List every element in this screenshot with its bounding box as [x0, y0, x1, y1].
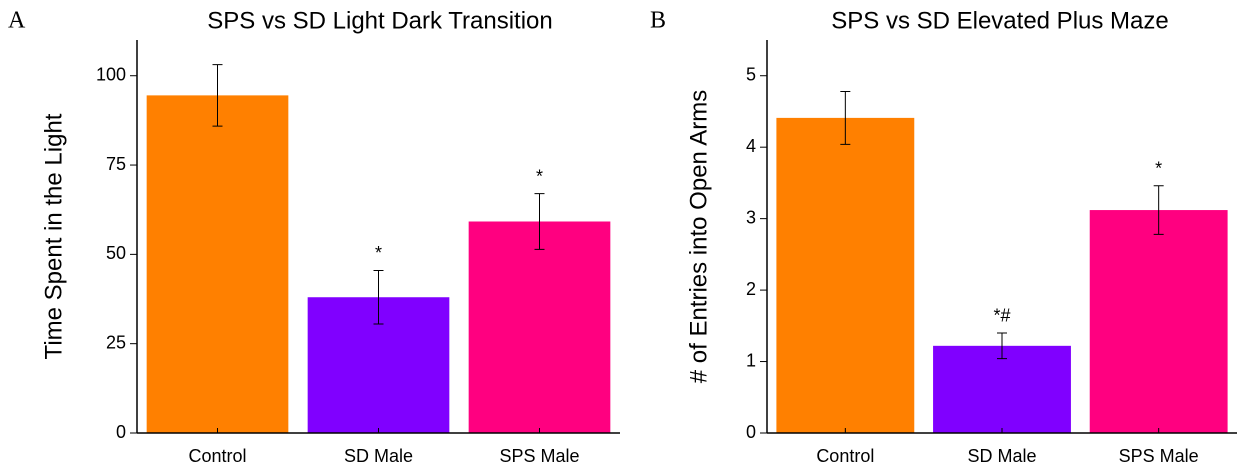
y-tick-label: 3: [746, 207, 756, 227]
error-bar: [840, 90, 851, 145]
y-tick-label: 4: [746, 136, 756, 156]
x-tick-label: SPS Male: [499, 446, 579, 466]
y-tick-label: 2: [746, 279, 756, 299]
panel-label: A: [8, 8, 26, 34]
y-axis-label: # of Entries into Open Arms: [685, 90, 712, 383]
annotation: *: [536, 166, 543, 186]
bar: [776, 117, 915, 434]
y-tick-label: 100: [96, 64, 126, 84]
bar: [933, 345, 1071, 433]
chart-title: SPS vs SD Light Dark Transition: [207, 7, 552, 34]
y-axis-label: Time Spent in the Light: [40, 113, 67, 359]
y-tick-label: 0: [116, 422, 126, 442]
y-tick-label: 5: [746, 64, 756, 84]
x-tick-label: Control: [816, 446, 874, 466]
bar: [468, 221, 611, 433]
panel-label: B: [650, 8, 666, 34]
y-tick-label: 25: [106, 332, 126, 352]
error-bar: [373, 269, 384, 325]
y-tick-label: 0: [746, 422, 756, 442]
annotation: *: [375, 243, 382, 263]
annotation: *: [1155, 159, 1162, 179]
x-tick-label: SPS Male: [1119, 446, 1199, 466]
y-tick-label: 75: [106, 154, 126, 174]
x-tick-label: SD Male: [344, 446, 413, 466]
error-bar: [997, 332, 1007, 360]
bar: [1089, 210, 1228, 433]
y-tick-label: 1: [746, 350, 756, 370]
annotation: *#: [993, 306, 1010, 326]
error-bar: [1153, 185, 1164, 235]
x-tick-label: Control: [188, 446, 246, 466]
error-bar: [212, 64, 223, 127]
y-tick-label: 50: [106, 243, 126, 263]
x-tick-label: SD Male: [967, 446, 1036, 466]
error-bar: [534, 193, 545, 250]
chart-title: SPS vs SD Elevated Plus Maze: [831, 7, 1168, 34]
bar: [146, 95, 289, 434]
